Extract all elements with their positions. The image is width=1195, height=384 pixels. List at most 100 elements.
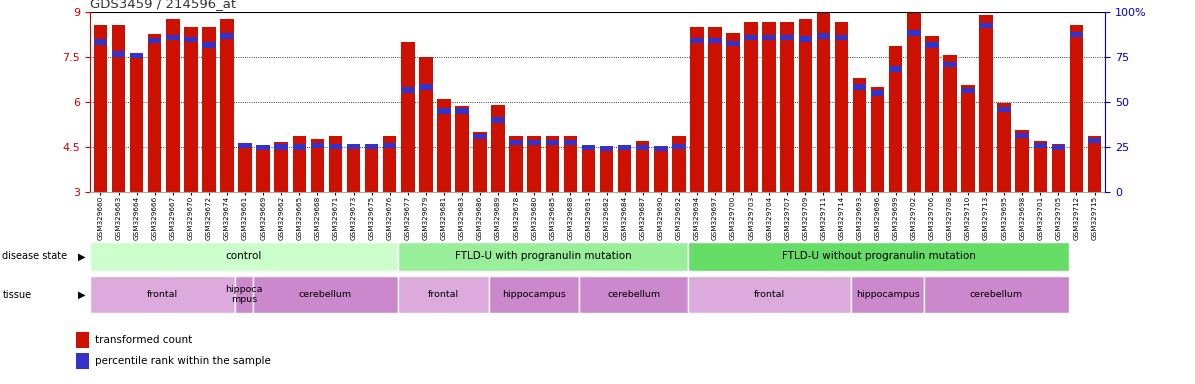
- Text: tissue: tissue: [2, 290, 31, 300]
- Bar: [744, 22, 758, 192]
- Text: FTLD-U with progranulin mutation: FTLD-U with progranulin mutation: [455, 251, 631, 262]
- Bar: [688, 276, 851, 313]
- Bar: [1070, 31, 1083, 37]
- Bar: [744, 35, 758, 40]
- Bar: [1016, 133, 1029, 139]
- Bar: [980, 15, 993, 192]
- Bar: [835, 22, 848, 192]
- Text: cerebellum: cerebellum: [299, 290, 353, 299]
- Bar: [907, 30, 920, 36]
- Bar: [618, 145, 631, 151]
- Bar: [202, 42, 215, 48]
- Bar: [672, 136, 686, 192]
- Bar: [402, 87, 415, 93]
- Bar: [275, 144, 288, 150]
- Bar: [437, 99, 451, 192]
- Bar: [851, 276, 924, 313]
- Bar: [636, 141, 649, 192]
- Text: transformed count: transformed count: [94, 335, 192, 345]
- Text: ▶: ▶: [78, 290, 85, 300]
- Text: frontal: frontal: [428, 290, 459, 299]
- Text: frontal: frontal: [147, 290, 178, 299]
- Bar: [871, 90, 884, 96]
- Bar: [491, 118, 504, 123]
- Bar: [364, 146, 379, 192]
- Bar: [489, 276, 580, 313]
- Text: FTLD-U without progranulin mutation: FTLD-U without progranulin mutation: [782, 251, 975, 262]
- Bar: [924, 276, 1070, 313]
- Bar: [166, 19, 179, 192]
- Bar: [727, 33, 740, 192]
- Bar: [889, 66, 902, 72]
- Bar: [234, 276, 253, 313]
- Bar: [527, 140, 541, 146]
- Bar: [546, 136, 559, 192]
- Bar: [762, 22, 776, 192]
- Bar: [871, 87, 884, 192]
- Bar: [564, 140, 577, 146]
- Bar: [1087, 136, 1102, 192]
- Bar: [925, 36, 938, 192]
- Bar: [527, 136, 541, 192]
- Bar: [364, 144, 379, 149]
- Bar: [762, 35, 776, 40]
- Bar: [455, 108, 468, 114]
- Bar: [238, 143, 252, 148]
- Bar: [816, 12, 831, 192]
- Bar: [473, 132, 486, 192]
- Bar: [419, 84, 433, 90]
- Bar: [980, 23, 993, 28]
- Bar: [130, 55, 143, 192]
- Bar: [636, 145, 649, 151]
- Bar: [1052, 145, 1065, 151]
- Bar: [691, 38, 704, 43]
- Bar: [1034, 143, 1047, 148]
- Bar: [798, 36, 813, 41]
- Bar: [582, 145, 595, 151]
- Bar: [654, 147, 668, 192]
- Bar: [329, 136, 342, 192]
- Bar: [1052, 144, 1065, 192]
- Bar: [491, 105, 504, 192]
- Bar: [419, 56, 433, 192]
- Text: hippocampus: hippocampus: [502, 290, 566, 299]
- Bar: [709, 26, 722, 192]
- Bar: [998, 107, 1011, 112]
- Bar: [184, 37, 197, 42]
- Bar: [672, 144, 686, 149]
- Bar: [961, 85, 975, 192]
- Bar: [709, 38, 722, 43]
- Bar: [148, 38, 161, 43]
- Bar: [925, 42, 938, 48]
- Bar: [257, 146, 270, 192]
- Bar: [90, 276, 234, 313]
- Bar: [798, 19, 813, 192]
- Text: hippoca
mpus: hippoca mpus: [225, 285, 263, 305]
- Bar: [293, 144, 306, 150]
- Bar: [93, 25, 108, 192]
- Text: percentile rank within the sample: percentile rank within the sample: [94, 356, 271, 366]
- Bar: [780, 22, 793, 192]
- Bar: [90, 242, 398, 271]
- Bar: [600, 147, 613, 192]
- Text: ▶: ▶: [78, 251, 85, 262]
- Bar: [998, 103, 1011, 192]
- Bar: [382, 136, 397, 192]
- Bar: [76, 353, 88, 369]
- Bar: [600, 146, 613, 151]
- Bar: [398, 242, 688, 271]
- Bar: [329, 144, 342, 149]
- Bar: [564, 136, 577, 192]
- Bar: [184, 26, 197, 192]
- Bar: [166, 35, 179, 40]
- Bar: [257, 145, 270, 151]
- Bar: [402, 41, 415, 192]
- Bar: [275, 142, 288, 192]
- Bar: [961, 88, 975, 93]
- Bar: [907, 8, 920, 192]
- Bar: [455, 106, 468, 192]
- Bar: [509, 136, 523, 192]
- Bar: [398, 276, 489, 313]
- Bar: [311, 143, 324, 148]
- Bar: [238, 144, 252, 192]
